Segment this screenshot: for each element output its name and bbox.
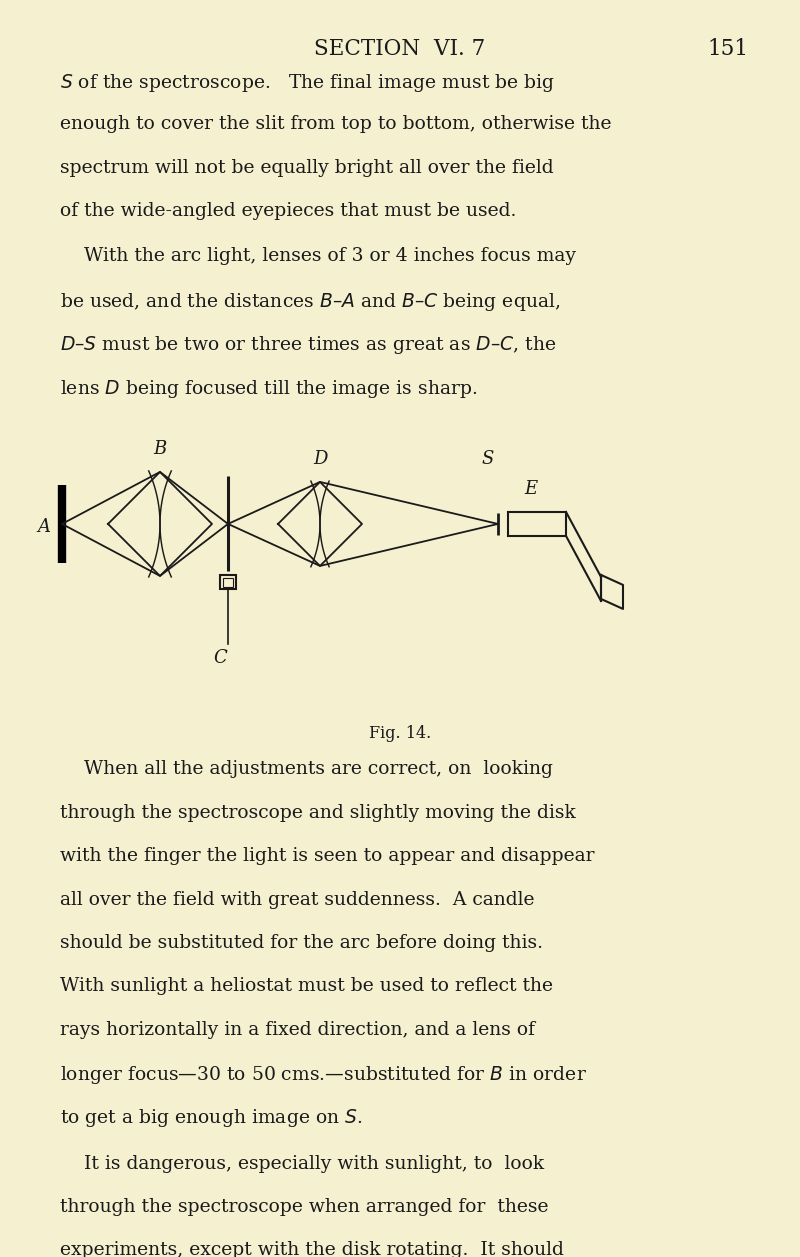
Text: S: S (482, 450, 494, 468)
Text: $\it{D}$–$\it{S}$ must be two or three times as great as $\it{D}$–$\it{C}$, the: $\it{D}$–$\it{S}$ must be two or three t… (60, 334, 556, 356)
Text: all over the field with great suddenness.  A candle: all over the field with great suddenness… (60, 890, 534, 909)
Text: SECTION  VI. 7: SECTION VI. 7 (314, 38, 486, 60)
Bar (220, 576, 236, 590)
Text: $\it{S}$ of the spectroscope.   The final image must be big: $\it{S}$ of the spectroscope. The final … (60, 72, 555, 94)
Text: longer focus—30 to 50 cms.—substituted for $\it{B}$ in order: longer focus—30 to 50 cms.—substituted f… (60, 1063, 587, 1086)
Text: be used, and the distances $\it{B}$–$\it{A}$ and $\it{B}$–$\it{C}$ being equal,: be used, and the distances $\it{B}$–$\it… (60, 290, 560, 313)
Text: enough to cover the slit from top to bottom, otherwise the: enough to cover the slit from top to bot… (60, 116, 611, 133)
Text: through the spectroscope when arranged for  these: through the spectroscope when arranged f… (60, 1198, 549, 1216)
Text: through the spectroscope and slightly moving the disk: through the spectroscope and slightly mo… (60, 803, 576, 822)
Text: E: E (525, 480, 538, 498)
Text: 151: 151 (707, 38, 748, 60)
Bar (508, 512, 566, 535)
Text: D: D (313, 450, 327, 468)
Text: With sunlight a heliostat must be used to reflect the: With sunlight a heliostat must be used t… (60, 977, 553, 996)
Text: B: B (154, 440, 166, 458)
Text: rays horizontally in a fixed direction, and a lens of: rays horizontally in a fixed direction, … (60, 1021, 535, 1038)
Text: It is dangerous, especially with sunlight, to  look: It is dangerous, especially with sunligh… (60, 1155, 544, 1173)
Text: to get a big enough image on $\it{S}$.: to get a big enough image on $\it{S}$. (60, 1107, 362, 1129)
Text: with the finger the light is seen to appear and disappear: with the finger the light is seen to app… (60, 847, 594, 865)
Text: A: A (38, 518, 50, 535)
Text: Fig. 14.: Fig. 14. (369, 725, 431, 743)
Text: of the wide-angled eyepieces that must be used.: of the wide-angled eyepieces that must b… (60, 202, 516, 220)
Text: experiments, except with the disk rotating.  It should: experiments, except with the disk rotati… (60, 1242, 564, 1257)
Text: With the arc light, lenses of 3 or 4 inches focus may: With the arc light, lenses of 3 or 4 inc… (60, 248, 576, 265)
Text: lens $\it{D}$ being focused till the image is sharp.: lens $\it{D}$ being focused till the ima… (60, 377, 478, 400)
Text: When all the adjustments are correct, on  looking: When all the adjustments are correct, on… (60, 760, 553, 778)
Bar (223, 577, 233, 587)
Text: should be substituted for the arc before doing this.: should be substituted for the arc before… (60, 934, 543, 952)
Text: spectrum will not be equally bright all over the field: spectrum will not be equally bright all … (60, 158, 554, 177)
Text: C: C (213, 650, 227, 667)
